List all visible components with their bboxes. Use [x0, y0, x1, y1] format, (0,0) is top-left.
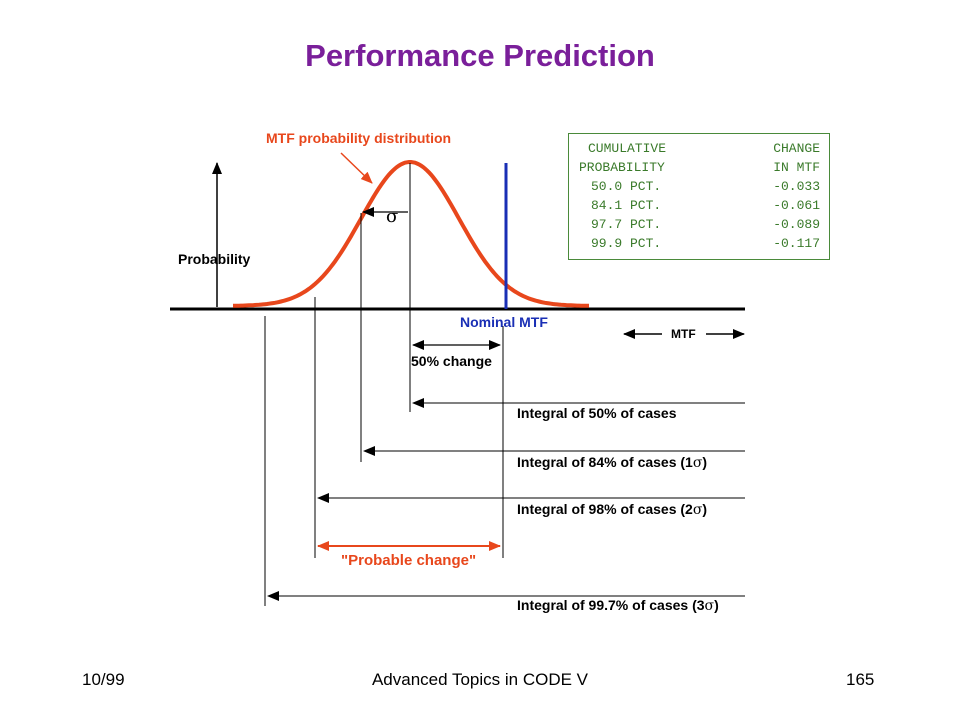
table-row: 99.9 PCT. -0.117 — [591, 236, 820, 251]
footer-date: 10/99 — [82, 670, 125, 689]
bell-curve — [233, 160, 589, 308]
sigma-label: σ — [386, 206, 399, 227]
table-row: 84.1 PCT. -0.061 — [591, 198, 820, 213]
probable-change-label: "Probable change" — [341, 552, 477, 569]
probability-label: Probability — [178, 251, 251, 267]
distribution-pointer — [340, 152, 373, 184]
table-header-row: CUMULATIVE CHANGE — [588, 141, 820, 156]
integral-997-label: Integral of 99.7% of cases (3σ) — [517, 597, 719, 614]
table-row: 97.7 PCT. -0.089 — [591, 217, 820, 232]
distribution-label: MTF probability distribution — [266, 130, 452, 146]
integral-50-label: Integral of 50% of cases — [517, 405, 677, 421]
integral-98-label: Integral of 98% of cases (2σ) — [517, 501, 708, 518]
mtf-axis-label: MTF — [671, 327, 696, 341]
fifty-change-label: 50% change — [411, 353, 492, 369]
integral-84-label: Integral of 84% of cases (1σ) — [517, 454, 708, 471]
footer-page-number: 165 — [846, 670, 875, 689]
table-row: 50.0 PCT. -0.033 — [591, 179, 820, 194]
footer-title: Advanced Topics in CODE V — [371, 670, 589, 689]
probability-table: CUMULATIVE CHANGE PROBABILITY IN MTF 50.… — [568, 133, 830, 260]
nominal-mtf-label: Nominal MTF — [460, 314, 548, 330]
table-header-row: PROBABILITY IN MTF — [579, 160, 820, 175]
page-title: Performance Prediction — [305, 38, 655, 73]
